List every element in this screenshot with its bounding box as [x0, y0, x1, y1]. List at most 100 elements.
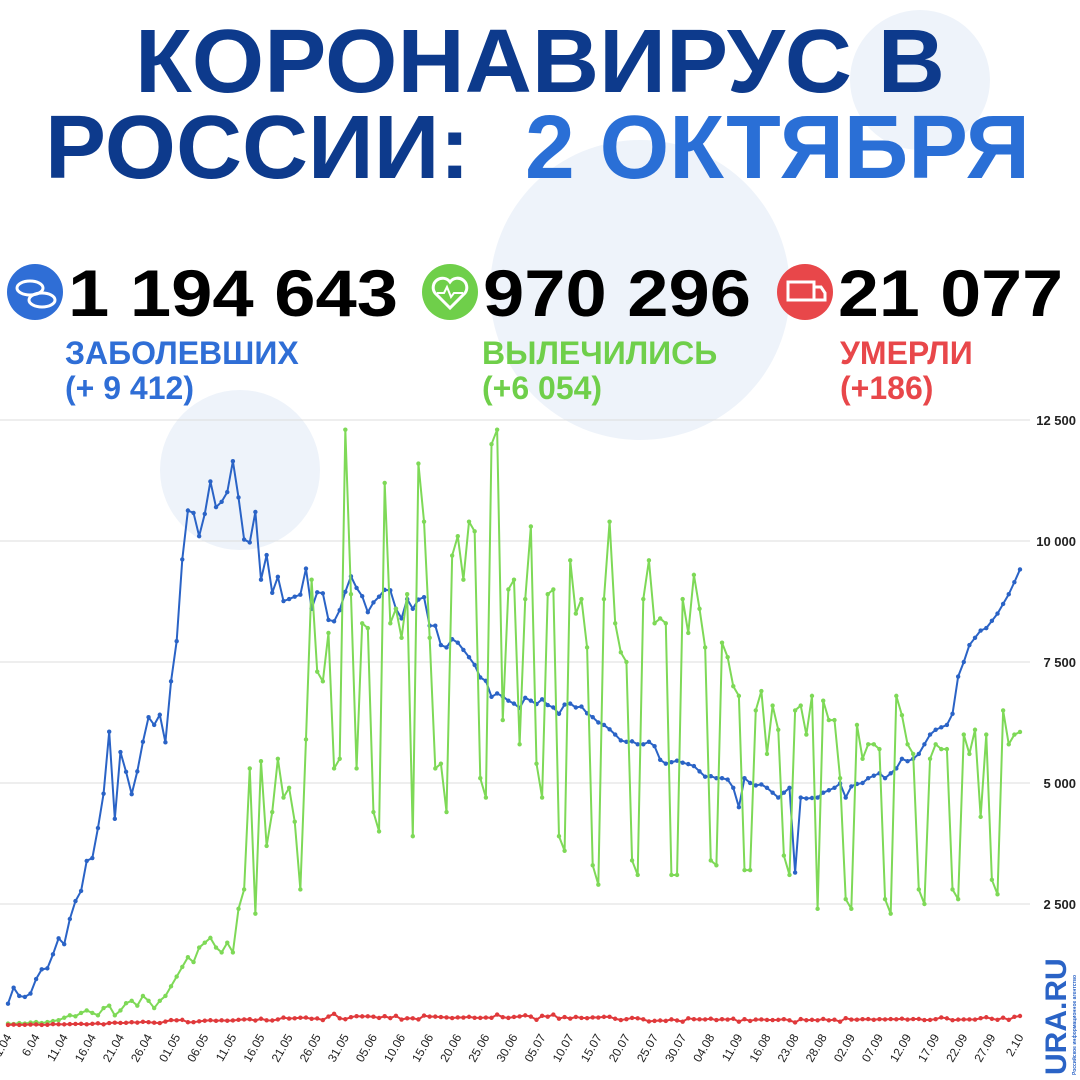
data-point	[438, 642, 444, 648]
data-point	[944, 722, 950, 728]
data-point	[736, 805, 742, 810]
data-point	[427, 1014, 432, 1019]
data-point	[888, 771, 893, 776]
data-point	[646, 1019, 652, 1024]
data-point	[590, 863, 595, 868]
data-point	[978, 1016, 983, 1021]
data-point	[551, 587, 556, 592]
data-point	[433, 1014, 438, 1019]
data-point	[157, 998, 162, 1003]
data-point	[523, 1013, 528, 1018]
data-point	[95, 825, 101, 831]
data-point	[73, 1021, 78, 1027]
data-point	[371, 1014, 376, 1019]
data-point	[815, 906, 820, 912]
data-point	[292, 819, 297, 824]
x-tick-label: 25.07	[634, 1031, 661, 1064]
background-decor	[160, 10, 990, 550]
data-point	[528, 1014, 534, 1019]
data-point	[657, 1018, 663, 1023]
data-point	[348, 592, 354, 597]
data-point	[382, 480, 387, 486]
stat-value: 1 194 643	[68, 256, 398, 330]
x-tick-label: 06.05	[184, 1031, 211, 1064]
data-point	[73, 898, 78, 904]
data-point	[28, 991, 33, 996]
data-point	[202, 511, 207, 517]
data-point	[84, 858, 89, 864]
data-point	[815, 795, 820, 800]
data-point	[792, 1020, 798, 1025]
data-point	[511, 577, 517, 582]
data-point	[989, 877, 995, 882]
data-point	[579, 596, 584, 602]
data-point	[472, 529, 477, 534]
data-point	[866, 775, 871, 781]
data-point	[371, 600, 376, 605]
data-point	[607, 1014, 612, 1019]
data-point	[360, 1014, 365, 1019]
data-point	[191, 1019, 196, 1025]
x-tick-label: 6.04	[19, 1031, 43, 1059]
data-point	[624, 659, 629, 665]
data-point	[601, 722, 607, 728]
data-point	[354, 585, 359, 591]
data-point	[916, 887, 921, 892]
data-point	[101, 791, 106, 796]
data-point	[185, 1020, 191, 1025]
data-point	[1017, 1013, 1023, 1019]
data-point	[596, 882, 601, 887]
data-point	[219, 950, 224, 955]
x-tick-label: 21.04	[100, 1031, 127, 1064]
data-point	[421, 519, 427, 524]
data-point	[753, 708, 758, 713]
data-point	[270, 1018, 275, 1023]
data-point	[22, 1022, 28, 1028]
y-tick-label: 7 500	[1043, 655, 1076, 670]
data-point	[736, 693, 742, 699]
data-point	[804, 796, 809, 801]
data-point	[742, 1016, 747, 1022]
x-tick-label: 10.06	[381, 1031, 408, 1064]
data-point	[629, 739, 635, 744]
data-point	[894, 693, 899, 699]
data-point	[781, 1016, 787, 1022]
data-point	[478, 1015, 483, 1021]
data-point	[258, 577, 264, 582]
data-point	[798, 1016, 803, 1022]
data-point	[253, 911, 258, 916]
data-point	[539, 795, 545, 800]
data-point	[523, 596, 528, 602]
data-point	[984, 732, 989, 737]
data-point	[73, 1014, 78, 1019]
data-point	[410, 1016, 415, 1021]
data-point	[787, 785, 792, 791]
data-point	[478, 775, 483, 781]
data-point	[101, 1005, 106, 1011]
data-point	[579, 704, 584, 709]
data-point	[967, 642, 972, 648]
data-point	[669, 1017, 674, 1022]
data-point	[837, 775, 843, 781]
data-point	[961, 659, 966, 665]
x-tick-label: 11.04	[44, 1031, 71, 1064]
data-point	[641, 742, 646, 747]
data-point	[202, 1018, 207, 1023]
data-point	[877, 746, 882, 752]
data-point	[129, 791, 134, 797]
data-point	[933, 1016, 938, 1022]
data-point	[905, 759, 910, 764]
data-point	[955, 674, 961, 679]
data-point	[343, 589, 348, 595]
x-tick-label: 20.07	[606, 1031, 633, 1064]
data-point	[747, 867, 753, 873]
data-point	[961, 1017, 966, 1022]
data-point	[78, 1021, 84, 1027]
data-point	[663, 621, 668, 626]
data-point	[854, 722, 860, 728]
data-point	[247, 766, 252, 771]
data-point	[230, 950, 236, 955]
x-tick-label: 27.09	[971, 1031, 998, 1064]
x-tick-label: 20.06	[437, 1031, 464, 1064]
data-point	[792, 708, 798, 713]
